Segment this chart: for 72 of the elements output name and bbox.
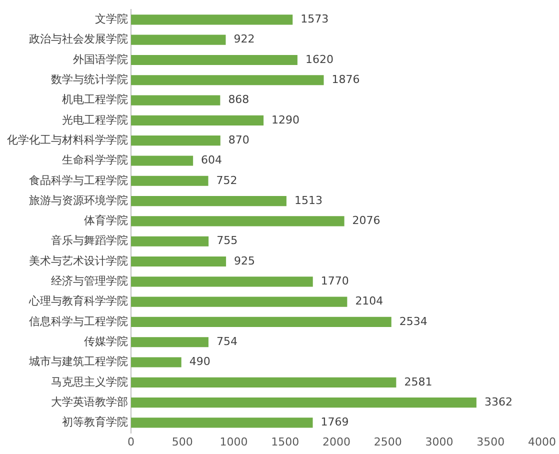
bar <box>131 196 286 206</box>
bar <box>131 398 476 408</box>
x-tick-label: 500 <box>172 435 193 448</box>
x-tick-label: 4000 <box>528 435 556 448</box>
bar <box>131 95 220 106</box>
bar <box>131 316 392 327</box>
bar <box>131 357 182 368</box>
y-tick-label: 大学英语教学部 <box>51 395 128 408</box>
data-label: 3362 <box>484 395 512 408</box>
data-label: 754 <box>216 334 238 348</box>
y-tick-label: 化学化工与材料科学学院 <box>7 133 128 146</box>
bar <box>131 418 313 428</box>
y-tick-label: 文学院 <box>95 12 128 26</box>
y-tick-label: 音乐与舞蹈学院 <box>51 234 128 248</box>
bar <box>131 34 226 45</box>
data-label: 1620 <box>305 52 334 66</box>
bar <box>131 377 396 388</box>
x-tick-label: 0 <box>128 435 134 448</box>
data-label: 755 <box>216 234 238 248</box>
x-tick-label: 3000 <box>425 435 454 448</box>
y-tick-label: 政治与社会发展学院 <box>29 32 128 46</box>
data-label: 1876 <box>332 72 360 86</box>
data-label: 1770 <box>320 274 349 288</box>
y-tick-label: 数学与统计学院 <box>51 72 128 86</box>
bar <box>131 156 194 166</box>
data-label: 2534 <box>399 314 428 328</box>
bar <box>131 115 264 126</box>
x-tick-label: 2500 <box>374 435 402 448</box>
data-label: 868 <box>228 93 250 106</box>
data-label: 1769 <box>320 416 349 429</box>
data-label: 870 <box>228 133 250 146</box>
data-label: 922 <box>234 32 255 46</box>
data-label: 752 <box>216 174 238 187</box>
y-tick-label: 初等教育学院 <box>62 416 128 429</box>
data-label: 1290 <box>272 113 300 126</box>
data-label: 490 <box>189 355 210 368</box>
y-tick-label: 经济与管理学院 <box>51 274 128 288</box>
y-tick-label: 生命科学学院 <box>62 154 128 167</box>
y-tick-label: 食品科学与工程学院 <box>29 174 128 187</box>
y-tick-label: 城市与建筑工程学院 <box>28 355 128 368</box>
bar <box>131 176 208 186</box>
x-tick-label: 2000 <box>322 435 350 448</box>
data-label: 2581 <box>404 375 432 388</box>
y-tick-label: 美术与艺术设计学院 <box>29 254 128 268</box>
bar <box>131 14 293 25</box>
x-tick-label: 1500 <box>271 435 300 448</box>
y-tick-label: 外国语学院 <box>73 52 128 66</box>
y-tick-label: 传媒学院 <box>84 334 128 348</box>
bar <box>131 256 226 267</box>
bar <box>131 276 313 287</box>
data-label: 1573 <box>300 12 329 26</box>
bar <box>131 54 298 66</box>
y-tick-label: 机电工程学院 <box>62 93 128 106</box>
x-tick-label: 1000 <box>220 435 248 448</box>
data-label: 604 <box>201 154 222 167</box>
y-tick-label: 信息科学与工程学院 <box>29 314 128 328</box>
bar <box>131 337 208 348</box>
bar <box>131 216 344 226</box>
data-label: 2104 <box>355 294 384 308</box>
y-tick-label: 旅游与资源环境学院 <box>29 194 128 207</box>
y-tick-label: 体育学院 <box>84 214 128 228</box>
data-label: 2076 <box>352 214 380 228</box>
bar <box>131 136 220 146</box>
bar <box>131 75 324 86</box>
y-tick-label: 心理与教育科学学院 <box>28 294 128 308</box>
data-label: 1513 <box>294 194 322 207</box>
x-tick-label: 3500 <box>476 435 505 448</box>
y-tick-label: 马克思主义学院 <box>51 375 128 388</box>
data-label: 925 <box>234 254 256 268</box>
bar <box>131 236 209 246</box>
y-tick-label: 光电工程学院 <box>62 113 128 126</box>
bar <box>131 296 348 307</box>
